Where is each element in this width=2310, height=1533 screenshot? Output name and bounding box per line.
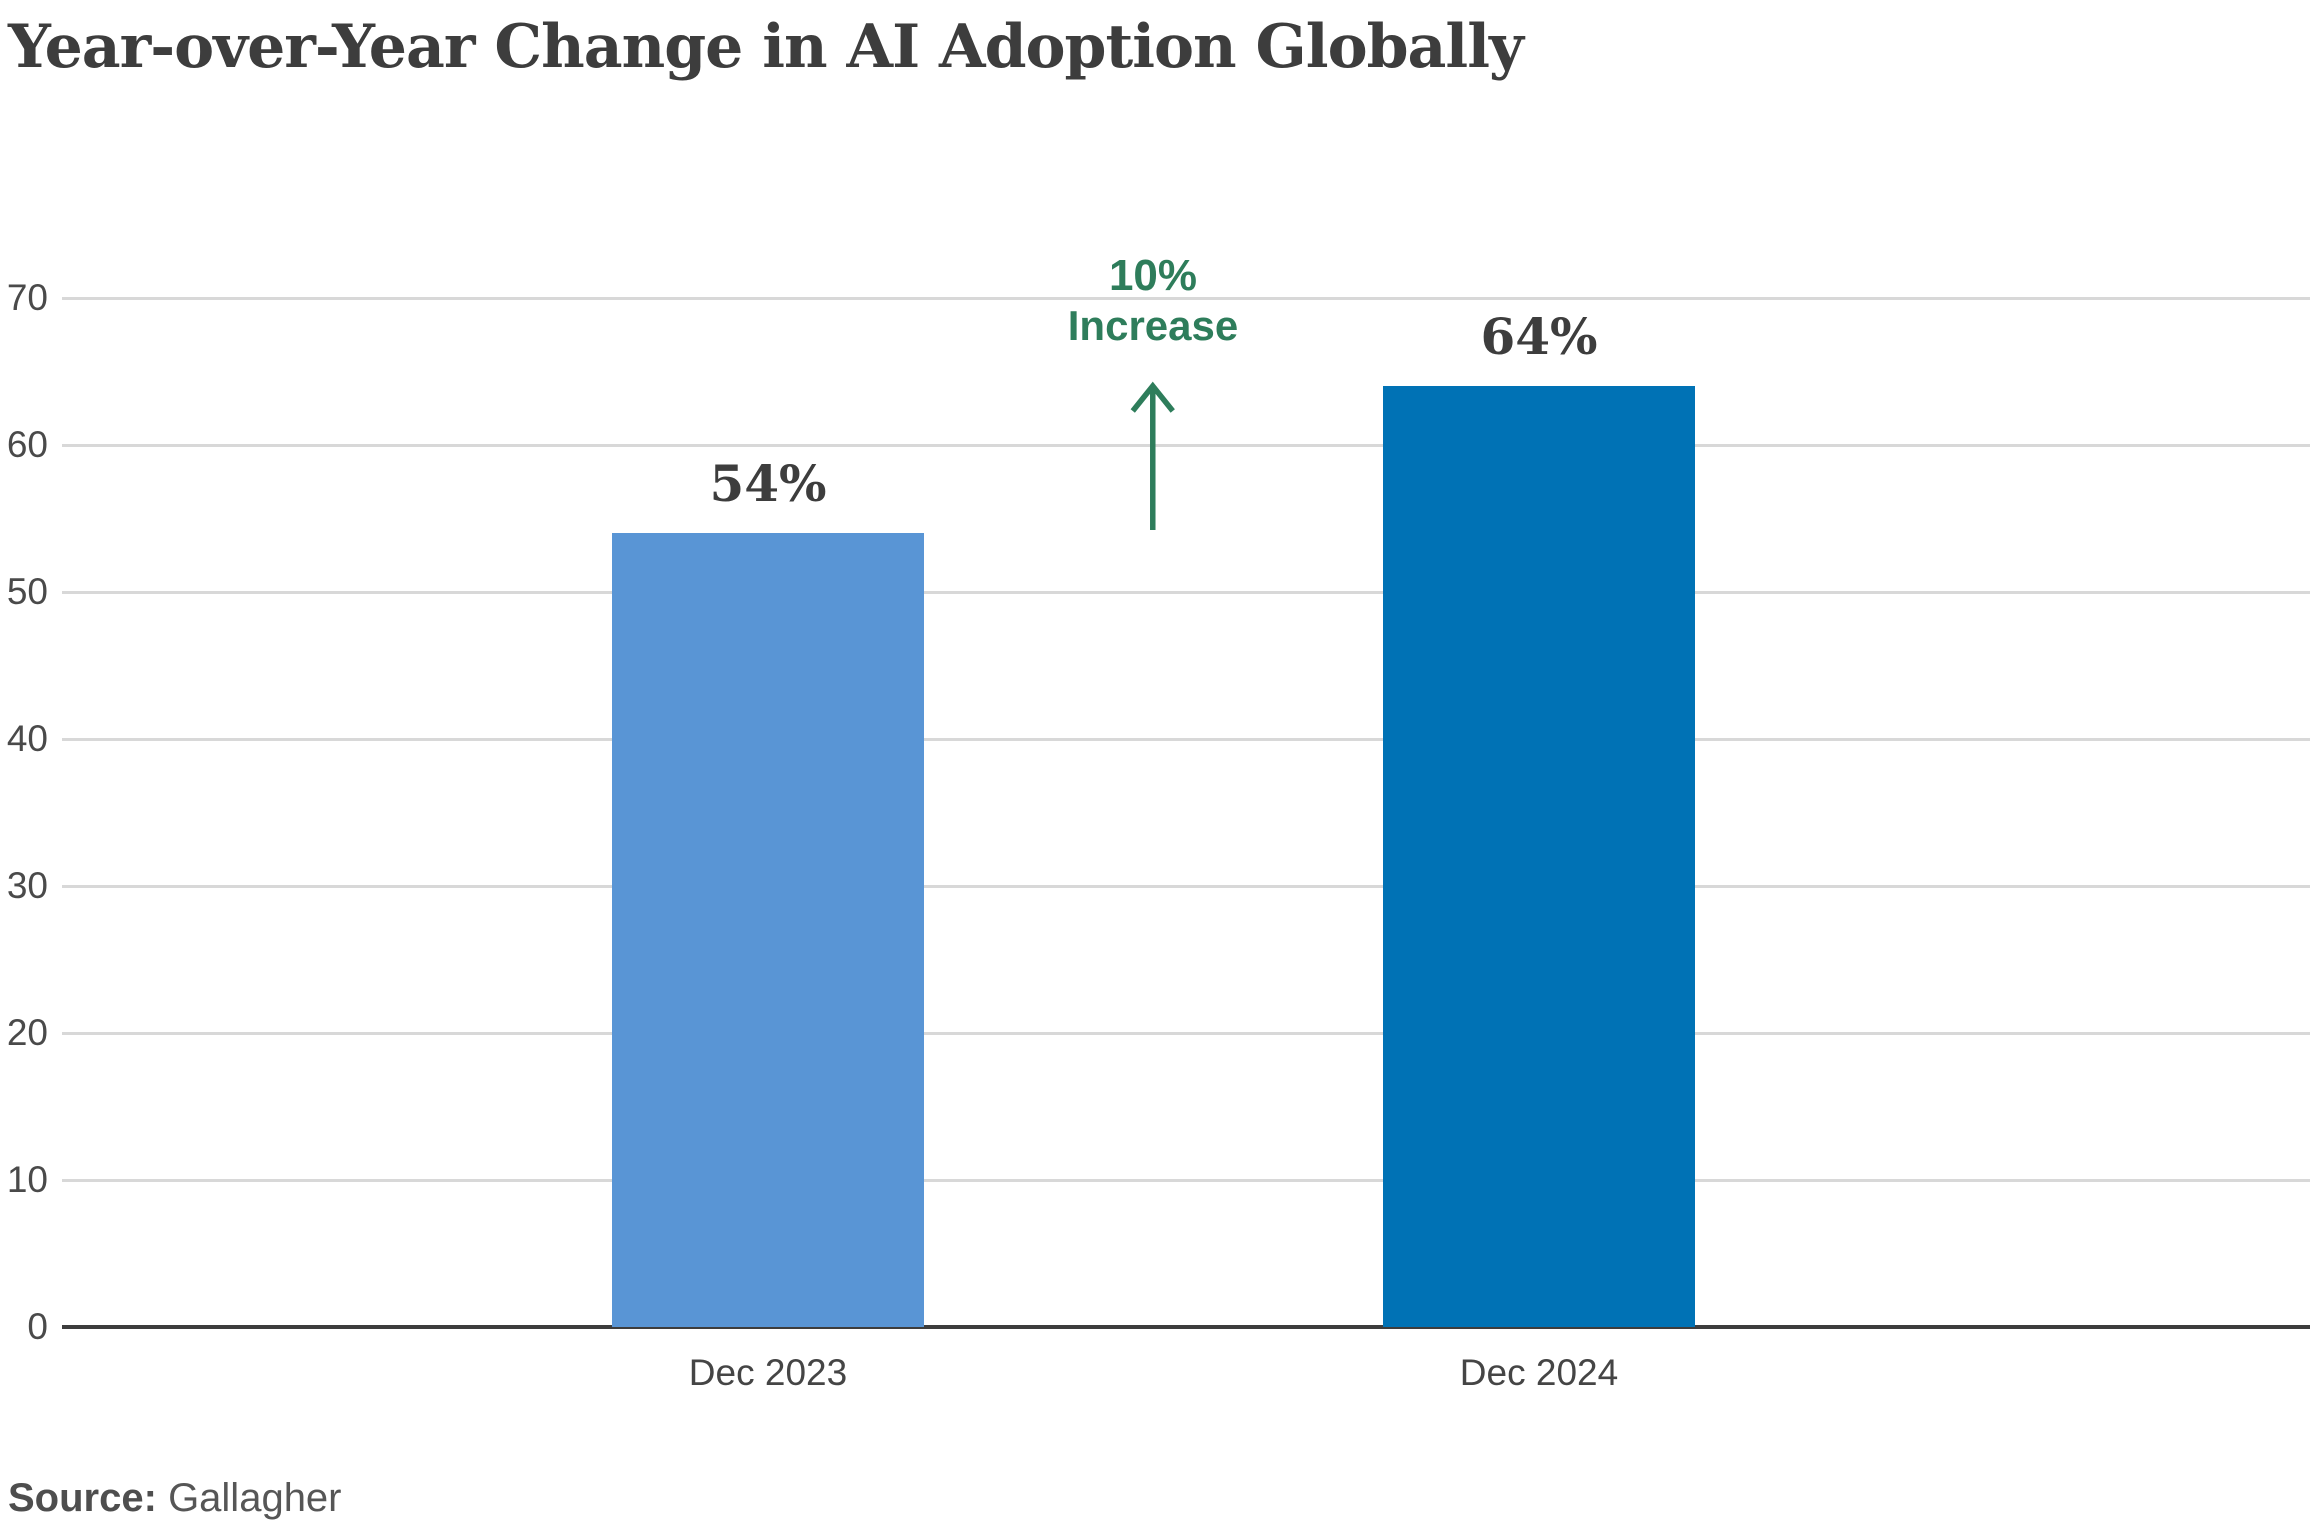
gridline-50 — [62, 590, 2310, 594]
ytick-label-30: 30 — [6, 865, 48, 906]
annotation-increase-text: Increase — [1067, 302, 1239, 349]
gridline-30 — [62, 884, 2310, 888]
ytick-label-20: 20 — [6, 1012, 48, 1053]
ytick-label-60: 60 — [6, 424, 48, 465]
ytick-label-70: 70 — [6, 277, 48, 318]
xtick-label-dec-2023: Dec 2023 — [688, 1352, 848, 1393]
ytick-label-10: 10 — [6, 1159, 48, 1200]
xtick-label-dec-2024: Dec 2024 — [1459, 1352, 1619, 1393]
increase-annotation: 10% Increase — [1068, 250, 1238, 532]
ytick-label-50: 50 — [6, 571, 48, 612]
gridline-60 — [62, 443, 2310, 447]
gridline-70 — [62, 296, 2310, 300]
up-arrow-icon — [1130, 381, 1176, 530]
gridline-20 — [62, 1031, 2310, 1035]
annotation-percent-text: 10% — [1108, 251, 1198, 300]
source-line: Source: Gallagher — [8, 1474, 342, 1522]
value-label-dec-2024: 64% — [1480, 307, 1598, 367]
bar-dec-2024 — [1383, 386, 1695, 1327]
x-axis-line — [62, 1325, 2310, 1329]
gridline-40 — [62, 737, 2310, 741]
source-label: Source: — [8, 1476, 157, 1520]
ytick-label-40: 40 — [6, 718, 48, 759]
gridline-10 — [62, 1178, 2310, 1182]
bar-dec-2023 — [612, 533, 924, 1327]
chart-title: Year-over-Year Change in AI Adoption Glo… — [8, 12, 1524, 82]
ytick-label-0: 0 — [27, 1306, 48, 1347]
value-label-dec-2023: 54% — [709, 454, 827, 514]
source-value: Gallagher — [168, 1476, 342, 1520]
